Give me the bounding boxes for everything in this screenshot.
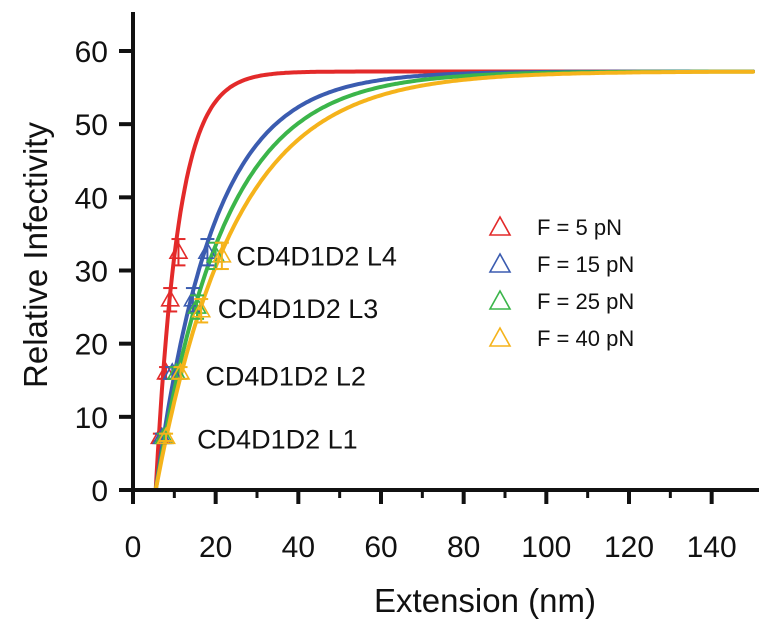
legend: F = 5 pN F = 15 pN F = 25 pN F = 40 pN [488,215,634,351]
legend-label: F = 5 pN [537,215,622,240]
x-tick-label: 0 [125,531,142,564]
data-points [149,238,232,445]
annotation-label: CD4D1D2 L4 [236,241,397,271]
y-tick-label: 60 [75,36,108,69]
x-tick-label: 40 [282,531,315,564]
legend-marker [488,289,512,310]
legend-marker [488,215,512,236]
data-point-triangle [211,245,232,263]
legend-label: F = 25 pN [537,289,634,314]
x-axis-title: Extension (nm) [374,582,596,619]
annotation-label: CD4D1D2 L2 [205,361,366,391]
x-tick-label: 100 [521,531,571,564]
data-point-triangle [197,241,218,260]
annotation-label: CD4D1D2 L3 [218,294,379,324]
data-point-triangle [168,241,189,260]
data-point-triangle [170,362,191,380]
legend-marker [488,252,512,273]
data-point-triangle [160,289,181,307]
y-tick-label: 10 [75,402,108,435]
legend-label: F = 15 pN [537,252,634,277]
data-point-triangle [156,426,176,445]
fit-curves [153,69,755,492]
x-tick-label: 120 [604,531,654,564]
x-tick-label: 80 [447,531,480,564]
x-tick-label: 60 [364,531,397,564]
y-tick-label: 20 [75,329,108,362]
y-tick-label: 0 [91,475,108,508]
legend-marker [488,326,512,347]
y-tick-label: 50 [75,109,108,142]
legend-label: F = 40 pN [537,326,634,351]
y-axis-title: Relative Infectivity [17,122,54,388]
y-tick-label: 40 [75,182,108,215]
axes: 0 20 40 60 80 100 120 140 0 10 20 30 40 50 60 [75,12,759,564]
data-point-triangle [191,300,212,318]
annotation-label: CD4D1D2 L1 [197,424,358,454]
x-tick-label: 140 [687,531,737,564]
y-tick-label: 30 [75,256,108,289]
annotations: CD4D1D2 L4 CD4D1D2 L3 CD4D1D2 L2 CD4D1D2 L1 [197,241,397,454]
fit-curve [153,69,755,492]
x-tick-label: 20 [199,531,232,564]
